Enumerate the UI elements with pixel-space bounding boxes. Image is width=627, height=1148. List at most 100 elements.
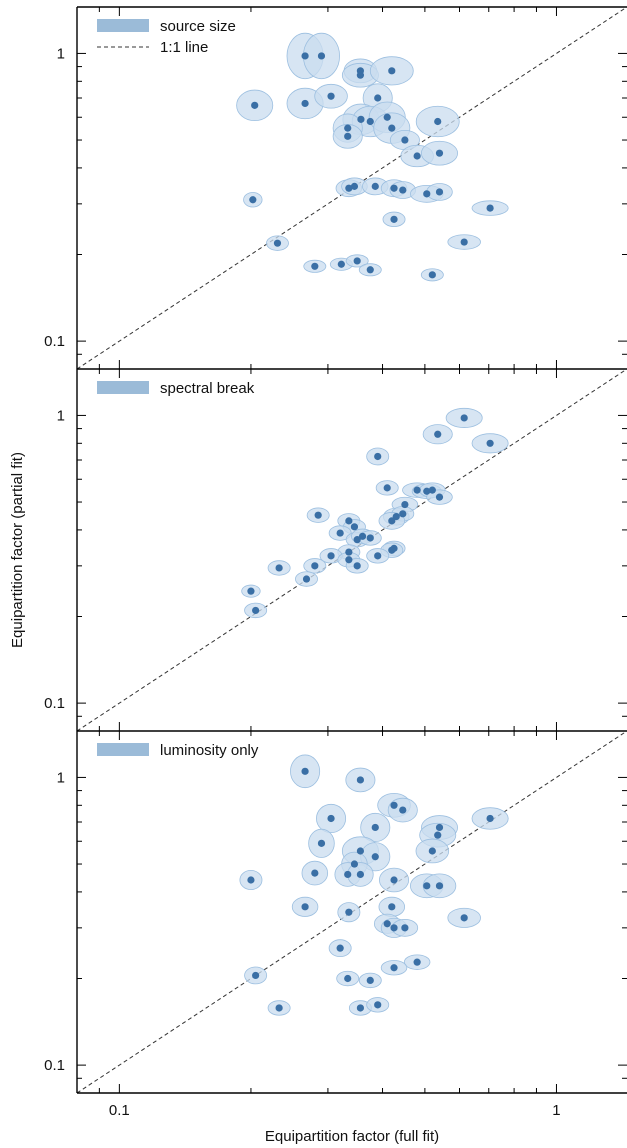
data-point <box>273 239 282 247</box>
data-point <box>486 439 494 447</box>
data-point <box>401 500 409 509</box>
data-point <box>383 484 391 492</box>
data-point <box>301 767 309 775</box>
legend-label: luminosity only <box>160 742 259 759</box>
data-point <box>311 262 319 270</box>
data-point <box>401 924 409 932</box>
x-axis-title: Equipartition factor (full fit) <box>265 1128 439 1145</box>
y-tick-label: 0.1 <box>44 333 65 350</box>
data-point <box>428 271 436 279</box>
data-point <box>460 238 468 246</box>
data-point <box>423 487 431 495</box>
data-point <box>275 564 283 572</box>
data-point <box>390 876 398 884</box>
data-point <box>345 556 353 564</box>
data-point <box>435 823 444 832</box>
data-point <box>357 115 365 123</box>
data-point <box>460 914 468 922</box>
data-point <box>247 587 255 595</box>
data-point <box>356 847 365 855</box>
data-point <box>353 536 361 544</box>
data-point <box>435 493 444 501</box>
data-point <box>401 136 409 144</box>
data-point <box>428 847 436 855</box>
error-ellipses <box>236 32 509 282</box>
legend-swatch <box>97 19 149 32</box>
data-point <box>345 517 353 525</box>
data-point <box>434 831 442 839</box>
y-tick-label: 0.1 <box>44 695 65 712</box>
panels-layer: 0.1 1 source size 1:1 line 0.1 1 spectral brea… <box>44 6 627 1119</box>
data-point <box>435 149 444 157</box>
data-point <box>390 801 398 809</box>
data-point <box>390 184 398 192</box>
data-point <box>317 52 326 60</box>
y-tick-label: 1 <box>57 407 65 424</box>
data-point <box>327 92 335 100</box>
data-point <box>374 94 382 102</box>
data-point <box>251 101 259 109</box>
data-point <box>353 562 361 570</box>
data-point <box>390 964 398 972</box>
data-point <box>366 117 374 126</box>
panel-2: 0.1 1 spectral break <box>44 368 627 732</box>
data-points <box>247 414 494 615</box>
data-point <box>345 184 353 192</box>
data-point <box>392 512 400 521</box>
data-point <box>371 182 379 190</box>
legend-line-label: 1:1 line <box>160 39 208 56</box>
data-point <box>383 920 391 928</box>
data-point <box>399 510 407 518</box>
data-point <box>344 870 352 879</box>
data-point <box>301 52 309 60</box>
x-tick-label: 0.1 <box>109 1102 130 1119</box>
data-point <box>423 190 431 198</box>
legend-swatch <box>97 743 149 756</box>
data-point <box>344 132 352 140</box>
data-point <box>249 196 257 204</box>
data-point <box>374 1001 382 1009</box>
data-point <box>356 870 365 879</box>
data-point <box>301 903 309 911</box>
legend-label: spectral break <box>160 380 255 397</box>
data-point <box>371 823 379 832</box>
data-point <box>344 124 352 132</box>
data-point <box>366 976 374 985</box>
y-axis-title: Equipartition factor (partial fit) <box>9 452 26 648</box>
data-point <box>390 215 398 223</box>
data-point <box>435 188 444 196</box>
data-point <box>275 1004 283 1012</box>
legend-swatch <box>97 381 149 394</box>
data-point <box>252 606 260 615</box>
data-point <box>413 958 421 966</box>
data-point <box>383 113 391 121</box>
data-point <box>390 924 398 932</box>
data-points <box>247 767 494 1012</box>
data-point <box>366 534 374 542</box>
error-ellipses <box>241 407 509 619</box>
error-ellipses <box>239 754 509 1016</box>
data-point <box>413 152 421 160</box>
panel-3: 0.1 1 luminosity only <box>44 730 627 1094</box>
data-point <box>336 944 344 952</box>
data-point <box>423 882 431 890</box>
x-tick-label: 1 <box>552 1102 560 1119</box>
data-point <box>486 204 494 212</box>
data-point <box>345 548 353 556</box>
data-point <box>434 430 442 438</box>
data-point <box>252 971 260 980</box>
y-tick-label: 1 <box>57 45 65 62</box>
data-point <box>350 182 359 190</box>
data-point <box>388 517 396 525</box>
data-point <box>388 67 396 75</box>
data-point <box>345 908 353 916</box>
y-tick-label: 0.1 <box>44 1057 65 1074</box>
y-tick-label: 1 <box>57 769 65 786</box>
data-point <box>344 974 352 983</box>
data-point <box>428 486 436 494</box>
data-point <box>302 575 311 583</box>
data-point <box>366 266 374 274</box>
data-point <box>388 124 396 132</box>
data-point <box>371 853 379 861</box>
